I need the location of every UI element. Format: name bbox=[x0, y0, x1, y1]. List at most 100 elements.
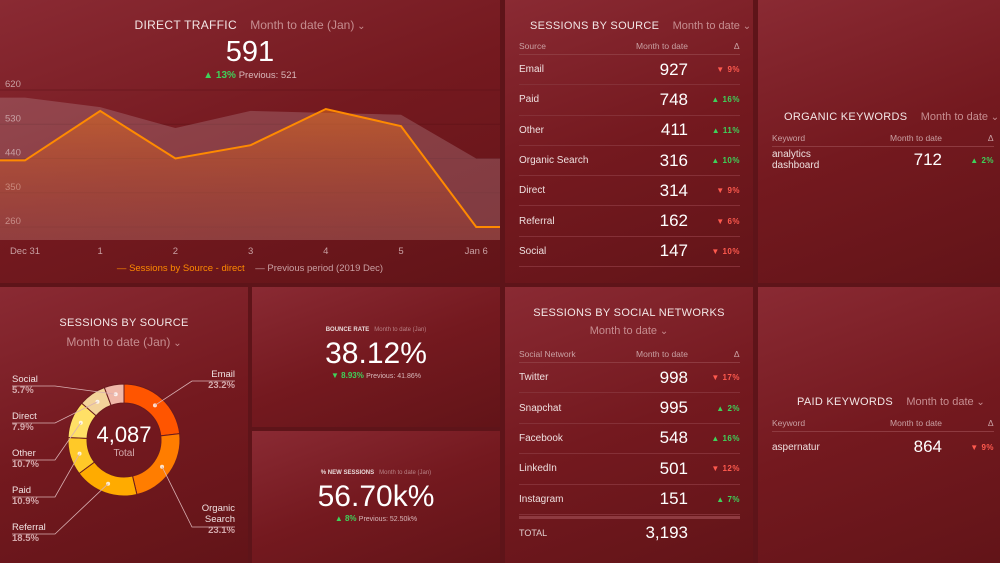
slice-percent: 10.9% bbox=[12, 496, 39, 507]
widget-title: PAID KEYWORDS bbox=[797, 396, 893, 408]
widget-title: DIRECT TRAFFIC bbox=[134, 18, 237, 32]
table-header: Keyword Month to date Δ bbox=[772, 129, 994, 147]
down-arrow-icon: ▼ bbox=[711, 246, 720, 256]
new-sessions-panel: % NEW SESSIONS Month to date (Jan) 56.70… bbox=[252, 431, 500, 563]
down-arrow-icon: ▼ bbox=[716, 65, 725, 75]
row-value: 411 bbox=[660, 120, 688, 140]
slice-label: Direct bbox=[12, 411, 37, 422]
row-value: 501 bbox=[659, 458, 688, 478]
column-header: Δ bbox=[987, 417, 994, 428]
row-value: 314 bbox=[659, 180, 688, 200]
table-row[interactable]: Organic Search 316 ▲ 10% bbox=[519, 146, 740, 177]
social-table: Social Network Month to date Δ Twitter 998… bbox=[519, 345, 740, 515]
row-value: 748 bbox=[659, 89, 688, 109]
table-row[interactable]: Instagram 151 ▲ 7% bbox=[519, 485, 740, 515]
table-row[interactable]: Twitter 998 ▼ 17% bbox=[519, 363, 740, 394]
sessions-by-source-table-panel: SESSIONS BY SOURCE Month to date Source M… bbox=[505, 0, 753, 283]
x-tick-label: 2 bbox=[173, 246, 178, 257]
paid-keywords-panel: PAID KEYWORDS Month to date Keyword Month… bbox=[758, 287, 1000, 563]
leader-line bbox=[12, 483, 109, 535]
chart-legend: — Sessions by Source - direct — Previous… bbox=[116, 263, 384, 274]
slice-marker bbox=[95, 399, 100, 404]
row-value: 995 bbox=[659, 398, 688, 418]
total-label: TOTAL bbox=[519, 527, 548, 538]
row-delta: 9% bbox=[727, 65, 740, 75]
row-label: aspernatur bbox=[772, 441, 820, 453]
table-header: Source Month to date Δ bbox=[519, 37, 740, 55]
sessions-donut-panel: SESSIONS BY SOURCE Month to date (Jan) 4… bbox=[0, 287, 248, 563]
y-tick-label: 620 bbox=[5, 79, 21, 90]
down-arrow-icon: ▼ bbox=[711, 464, 720, 474]
down-arrow-icon: ▼ bbox=[970, 442, 979, 452]
table-header: Social Network Month to date Δ bbox=[519, 345, 740, 363]
table-row[interactable]: Social 147 ▼ 10% bbox=[519, 237, 740, 268]
organic-keywords-table: Keyword Month to date Δ analytics dashboar… bbox=[772, 129, 994, 173]
table-row[interactable]: analytics dashboard 712 ▲ 2% bbox=[772, 147, 994, 173]
widget-title: SESSIONS BY SOURCE bbox=[530, 20, 660, 32]
period-dropdown[interactable]: Month to date bbox=[921, 111, 999, 123]
row-label: Paid bbox=[519, 94, 540, 106]
column-header: Δ bbox=[733, 40, 740, 51]
period-dropdown[interactable]: Month to date (Jan) bbox=[0, 335, 248, 349]
kpi-value: 56.70k% bbox=[317, 480, 435, 513]
column-header: Month to date bbox=[890, 132, 942, 143]
bounce-rate-panel: BOUNCE RATE Month to date (Jan) 38.12% ▼… bbox=[252, 287, 500, 427]
kpi-delta: 8.93% bbox=[341, 371, 364, 380]
period-dropdown[interactable]: Month to date (Jan) bbox=[379, 470, 432, 476]
table-row[interactable]: Email 927 ▼ 9% bbox=[519, 55, 740, 86]
slice-label: Paid bbox=[12, 485, 32, 496]
column-header: Social Network bbox=[519, 348, 576, 359]
sessions-table: Source Month to date Δ Email 927 ▼ 9% Paid… bbox=[519, 37, 740, 268]
column-header: Month to date bbox=[890, 417, 942, 428]
donut-chart bbox=[12, 380, 235, 535]
up-arrow-icon: ▲ bbox=[334, 514, 343, 523]
period-dropdown[interactable]: Month to date bbox=[505, 325, 753, 337]
slice-percent: 23.1% bbox=[208, 525, 235, 536]
row-value: 712 bbox=[913, 150, 942, 169]
up-arrow-icon: ▲ bbox=[711, 125, 721, 135]
current-period-area bbox=[0, 109, 500, 241]
widget-title: BOUNCE RATE bbox=[325, 327, 370, 333]
slice-label: Email bbox=[211, 369, 235, 380]
table-row[interactable]: Facebook 548 ▲ 16% bbox=[519, 424, 740, 455]
row-delta: 11% bbox=[722, 125, 740, 135]
x-tick-label: Dec 31 bbox=[10, 246, 40, 257]
table-row[interactable]: Snapchat 995 ▲ 2% bbox=[519, 393, 740, 424]
table-row[interactable]: aspernatur 864 ▼ 9% bbox=[772, 432, 994, 462]
period-dropdown[interactable]: Month to date bbox=[906, 396, 984, 408]
leader-line bbox=[12, 422, 82, 461]
down-arrow-icon: ▼ bbox=[331, 371, 339, 380]
table-row[interactable]: Referral 162 ▼ 6% bbox=[519, 206, 740, 237]
period-dropdown[interactable]: Month to date bbox=[673, 20, 751, 32]
row-delta: 9% bbox=[981, 442, 994, 452]
slice-percent: 5.7% bbox=[12, 385, 34, 396]
row-label: Snapchat bbox=[519, 402, 562, 414]
table-row[interactable]: Direct 314 ▼ 9% bbox=[519, 176, 740, 207]
slice-percent: 10.7% bbox=[12, 459, 39, 470]
column-header: Month to date bbox=[636, 40, 688, 51]
column-header: Δ bbox=[987, 132, 994, 143]
kpi-previous: Previous: 41.86% bbox=[366, 373, 421, 380]
kpi-previous: Previous: 52.50k% bbox=[358, 516, 418, 523]
column-header: Source bbox=[519, 40, 546, 51]
slice-marker bbox=[113, 392, 118, 397]
donut-label: Direct 7.9% bbox=[12, 411, 37, 433]
y-tick-label: 530 bbox=[5, 113, 21, 124]
row-label: Direct bbox=[519, 185, 546, 197]
row-delta: 2% bbox=[981, 155, 994, 165]
kpi-previous: Previous: 521 bbox=[238, 70, 297, 81]
down-arrow-icon: ▼ bbox=[716, 186, 725, 196]
period-dropdown[interactable]: Month to date (Jan) bbox=[374, 327, 427, 333]
column-header: Month to date bbox=[636, 348, 688, 359]
donut-label: Social 5.7% bbox=[12, 374, 38, 396]
slice-label: Referral bbox=[12, 522, 46, 533]
kpi-delta: 13% bbox=[215, 70, 236, 81]
table-row[interactable]: Other 411 ▲ 11% bbox=[519, 116, 740, 146]
period-dropdown[interactable]: Month to date (Jan) bbox=[250, 18, 365, 32]
table-row[interactable]: Paid 748 ▲ 16% bbox=[519, 85, 740, 116]
slice-label: Organic Search bbox=[201, 503, 235, 525]
row-value: 162 bbox=[659, 211, 688, 231]
up-arrow-icon: ▲ bbox=[711, 156, 720, 166]
paid-keywords-table: Keyword Month to date Δ aspernatur 864 ▼ 9… bbox=[772, 414, 994, 462]
table-row[interactable]: LinkedIn 501 ▼ 12% bbox=[519, 454, 740, 485]
